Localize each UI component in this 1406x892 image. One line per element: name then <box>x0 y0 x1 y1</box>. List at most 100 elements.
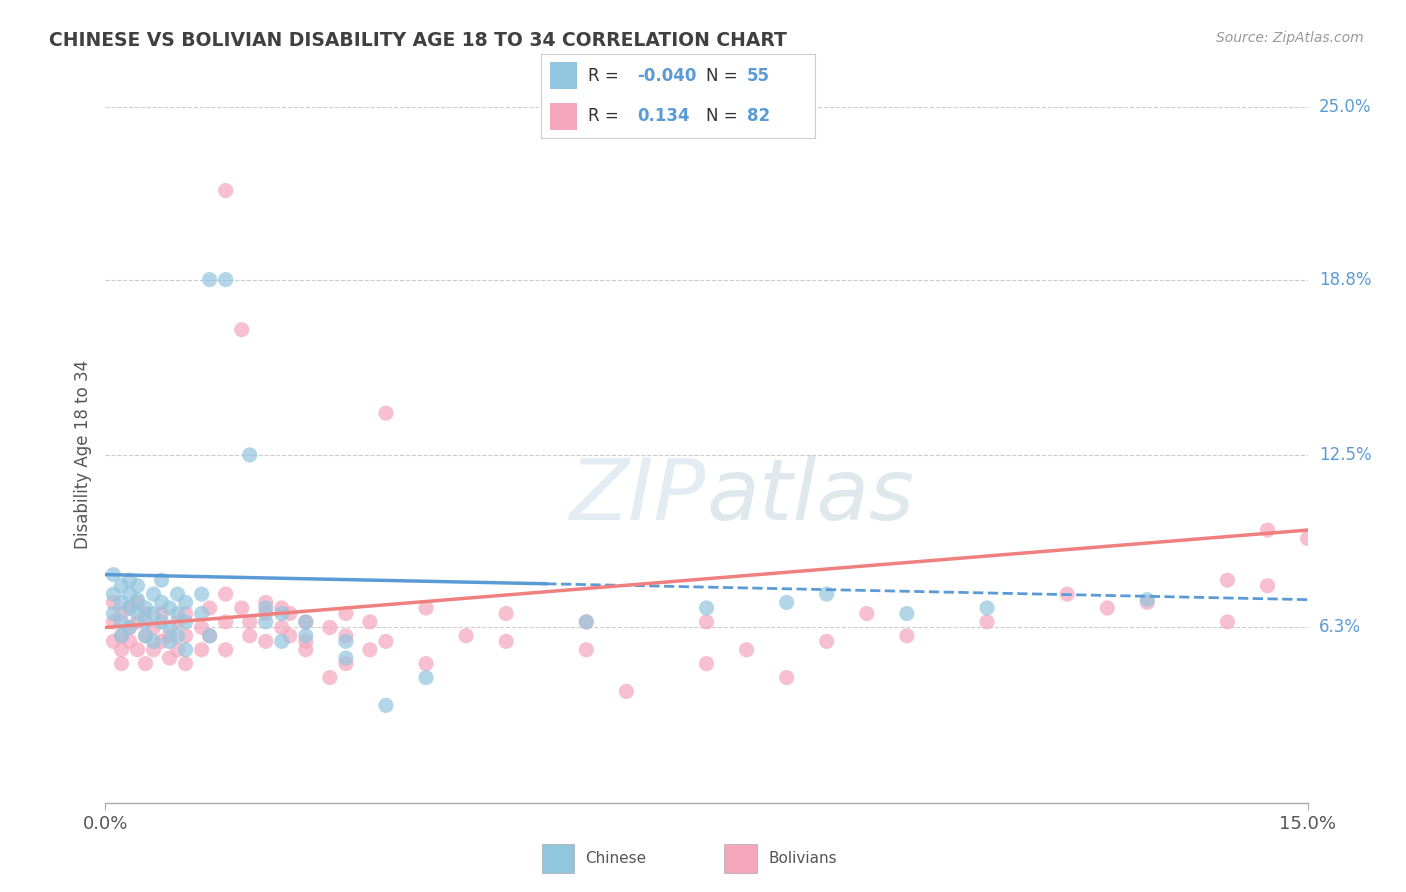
Point <box>118 634 141 648</box>
Point <box>335 657 357 671</box>
Point <box>118 601 141 615</box>
Point <box>575 642 598 657</box>
Point <box>190 642 212 657</box>
Point <box>815 587 838 601</box>
Point <box>159 601 181 615</box>
Point <box>118 573 141 587</box>
Point <box>1296 532 1319 546</box>
Point <box>495 634 517 648</box>
Point <box>214 184 236 198</box>
Point <box>135 615 157 629</box>
Point <box>374 698 398 713</box>
Point <box>335 651 357 665</box>
Point <box>142 642 165 657</box>
Point <box>575 615 598 629</box>
Point <box>254 601 277 615</box>
Text: CHINESE VS BOLIVIAN DISABILITY AGE 18 TO 34 CORRELATION CHART: CHINESE VS BOLIVIAN DISABILITY AGE 18 TO… <box>49 31 787 50</box>
Point <box>415 671 437 685</box>
Point <box>159 651 181 665</box>
Point <box>110 657 132 671</box>
Point <box>270 607 292 621</box>
Point <box>696 601 718 615</box>
Point <box>103 615 125 629</box>
Point <box>735 642 758 657</box>
Point <box>239 615 262 629</box>
Point <box>214 642 236 657</box>
Text: 12.5%: 12.5% <box>1319 446 1371 464</box>
Point <box>159 629 181 643</box>
Point <box>1136 595 1159 609</box>
Point <box>135 657 157 671</box>
Point <box>166 607 188 621</box>
Point <box>1136 592 1159 607</box>
Point <box>616 684 638 698</box>
Point <box>103 587 125 601</box>
Point <box>166 642 188 657</box>
Point <box>335 634 357 648</box>
Point <box>1216 573 1239 587</box>
Point <box>295 629 318 643</box>
Point <box>319 620 342 634</box>
Point <box>110 642 132 657</box>
Point <box>127 592 149 607</box>
Y-axis label: Disability Age 18 to 34: Disability Age 18 to 34 <box>73 360 91 549</box>
Point <box>190 587 212 601</box>
Point <box>135 629 157 643</box>
Point <box>1216 615 1239 629</box>
Point <box>231 601 253 615</box>
Point <box>174 607 197 621</box>
Point <box>127 579 149 593</box>
Text: Source: ZipAtlas.com: Source: ZipAtlas.com <box>1216 31 1364 45</box>
Point <box>118 620 141 634</box>
Point <box>166 615 188 629</box>
Point <box>174 642 197 657</box>
Point <box>198 601 221 615</box>
Point <box>135 629 157 643</box>
Point <box>896 629 918 643</box>
Point <box>150 573 173 587</box>
Point <box>159 634 181 648</box>
Point <box>150 634 173 648</box>
Point <box>254 615 277 629</box>
Point <box>374 406 398 420</box>
Text: Chinese: Chinese <box>585 851 647 866</box>
Text: 0.134: 0.134 <box>637 107 690 125</box>
Point <box>127 615 149 629</box>
Point <box>103 595 125 609</box>
Point <box>454 629 477 643</box>
Text: 55: 55 <box>747 67 770 85</box>
Point <box>1097 601 1119 615</box>
Point <box>174 615 197 629</box>
Point <box>575 615 598 629</box>
Point <box>118 620 141 634</box>
Text: 6.3%: 6.3% <box>1319 618 1361 637</box>
Point <box>335 629 357 643</box>
Point <box>127 642 149 657</box>
Text: ZIP: ZIP <box>571 455 707 538</box>
Text: N =: N = <box>706 107 742 125</box>
Point <box>135 601 157 615</box>
Point <box>135 607 157 621</box>
Point <box>776 671 799 685</box>
Point <box>295 615 318 629</box>
Text: Bolivians: Bolivians <box>768 851 837 866</box>
Text: R =: R = <box>588 67 624 85</box>
Point <box>190 620 212 634</box>
Point <box>696 657 718 671</box>
Point <box>295 615 318 629</box>
Point <box>815 634 838 648</box>
Point <box>110 629 132 643</box>
Point <box>855 607 877 621</box>
Point <box>103 567 125 582</box>
Text: R =: R = <box>588 107 628 125</box>
Point <box>142 634 165 648</box>
Point <box>103 634 125 648</box>
FancyBboxPatch shape <box>550 62 576 89</box>
Point <box>127 595 149 609</box>
Point <box>231 323 253 337</box>
Point <box>198 272 221 286</box>
Point <box>198 629 221 643</box>
Point <box>776 595 799 609</box>
Point <box>295 642 318 657</box>
Point <box>976 615 998 629</box>
